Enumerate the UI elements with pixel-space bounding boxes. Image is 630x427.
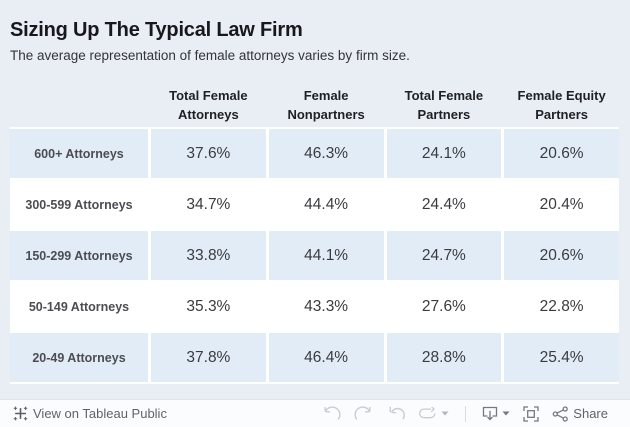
table-cell[interactable]: 44.4% — [268, 180, 384, 229]
row-label[interactable]: 600+ Attorneys — [10, 129, 148, 178]
table-cell[interactable]: 37.8% — [151, 333, 266, 382]
row-label[interactable]: 20-49 Attorneys — [10, 333, 148, 382]
table-cell[interactable]: 34.7% — [151, 180, 266, 229]
column-header[interactable]: Total Female Partners — [404, 88, 484, 122]
data-table: 600+ Attorneys 37.6% 46.3% 24.1% 20.6% 3… — [10, 127, 619, 384]
table-cell[interactable]: 33.8% — [151, 231, 266, 280]
download-button[interactable] — [482, 406, 510, 421]
column-header[interactable]: Female Nonpartners — [287, 88, 365, 122]
page-title: Sizing Up The Typical Law Firm — [10, 19, 303, 41]
toolbar-divider — [465, 405, 467, 422]
table-cell[interactable]: 22.8% — [504, 282, 619, 331]
refresh-button[interactable] — [418, 407, 449, 420]
download-icon — [482, 406, 498, 421]
column-header[interactable]: Total Female Attorneys — [169, 88, 248, 122]
reset-button[interactable] — [387, 406, 406, 422]
share-icon — [552, 405, 569, 422]
table-cell[interactable]: 46.4% — [268, 333, 384, 382]
share-label: Share — [573, 406, 608, 421]
page-subtitle: The average representation of female att… — [10, 48, 410, 63]
caret-down-icon — [502, 411, 510, 416]
share-button[interactable]: Share — [552, 405, 608, 422]
undo-icon — [321, 405, 341, 422]
table-header-row: Total Female Attorneys Female Nonpartner… — [10, 85, 619, 127]
row-label[interactable]: 150-299 Attorneys — [10, 231, 148, 280]
table-cell[interactable]: 28.8% — [386, 333, 502, 382]
view-on-tableau-public-link[interactable]: View on Tableau Public — [12, 405, 167, 422]
fullscreen-button[interactable] — [523, 405, 539, 422]
table-cell[interactable]: 35.3% — [151, 282, 266, 331]
undo-button[interactable] — [321, 405, 341, 422]
column-header[interactable]: Female Equity Partners — [517, 88, 606, 122]
view-on-tableau-public-label: View on Tableau Public — [33, 406, 167, 421]
table-cell[interactable]: 44.1% — [268, 231, 384, 280]
table-cell[interactable]: 24.4% — [386, 180, 502, 229]
table-cell[interactable]: 27.6% — [386, 282, 502, 331]
refresh-icon — [418, 407, 437, 420]
tableau-logo-icon — [12, 405, 29, 422]
caret-down-icon — [441, 411, 449, 416]
redo-button[interactable] — [354, 405, 374, 422]
table-cell[interactable]: 24.1% — [386, 129, 502, 178]
tableau-toolbar: View on Tableau Public — [0, 399, 630, 427]
row-label[interactable]: 50-149 Attorneys — [10, 282, 148, 331]
table-cell[interactable]: 24.7% — [386, 231, 502, 280]
dashboard: Sizing Up The Typical Law Firm The avera… — [10, 19, 619, 384]
table-cell[interactable]: 20.4% — [504, 180, 619, 229]
table-cell[interactable]: 43.3% — [268, 282, 384, 331]
table-cell[interactable]: 25.4% — [504, 333, 619, 382]
table-cell[interactable]: 20.6% — [504, 231, 619, 280]
table-cell[interactable]: 46.3% — [268, 129, 384, 178]
redo-icon — [354, 405, 374, 422]
table-cell[interactable]: 20.6% — [504, 129, 619, 178]
table-cell[interactable]: 37.6% — [151, 129, 266, 178]
row-label[interactable]: 300-599 Attorneys — [10, 180, 148, 229]
toolbar-actions: Share — [321, 405, 608, 422]
revert-icon — [387, 406, 406, 422]
fullscreen-icon — [523, 405, 539, 422]
